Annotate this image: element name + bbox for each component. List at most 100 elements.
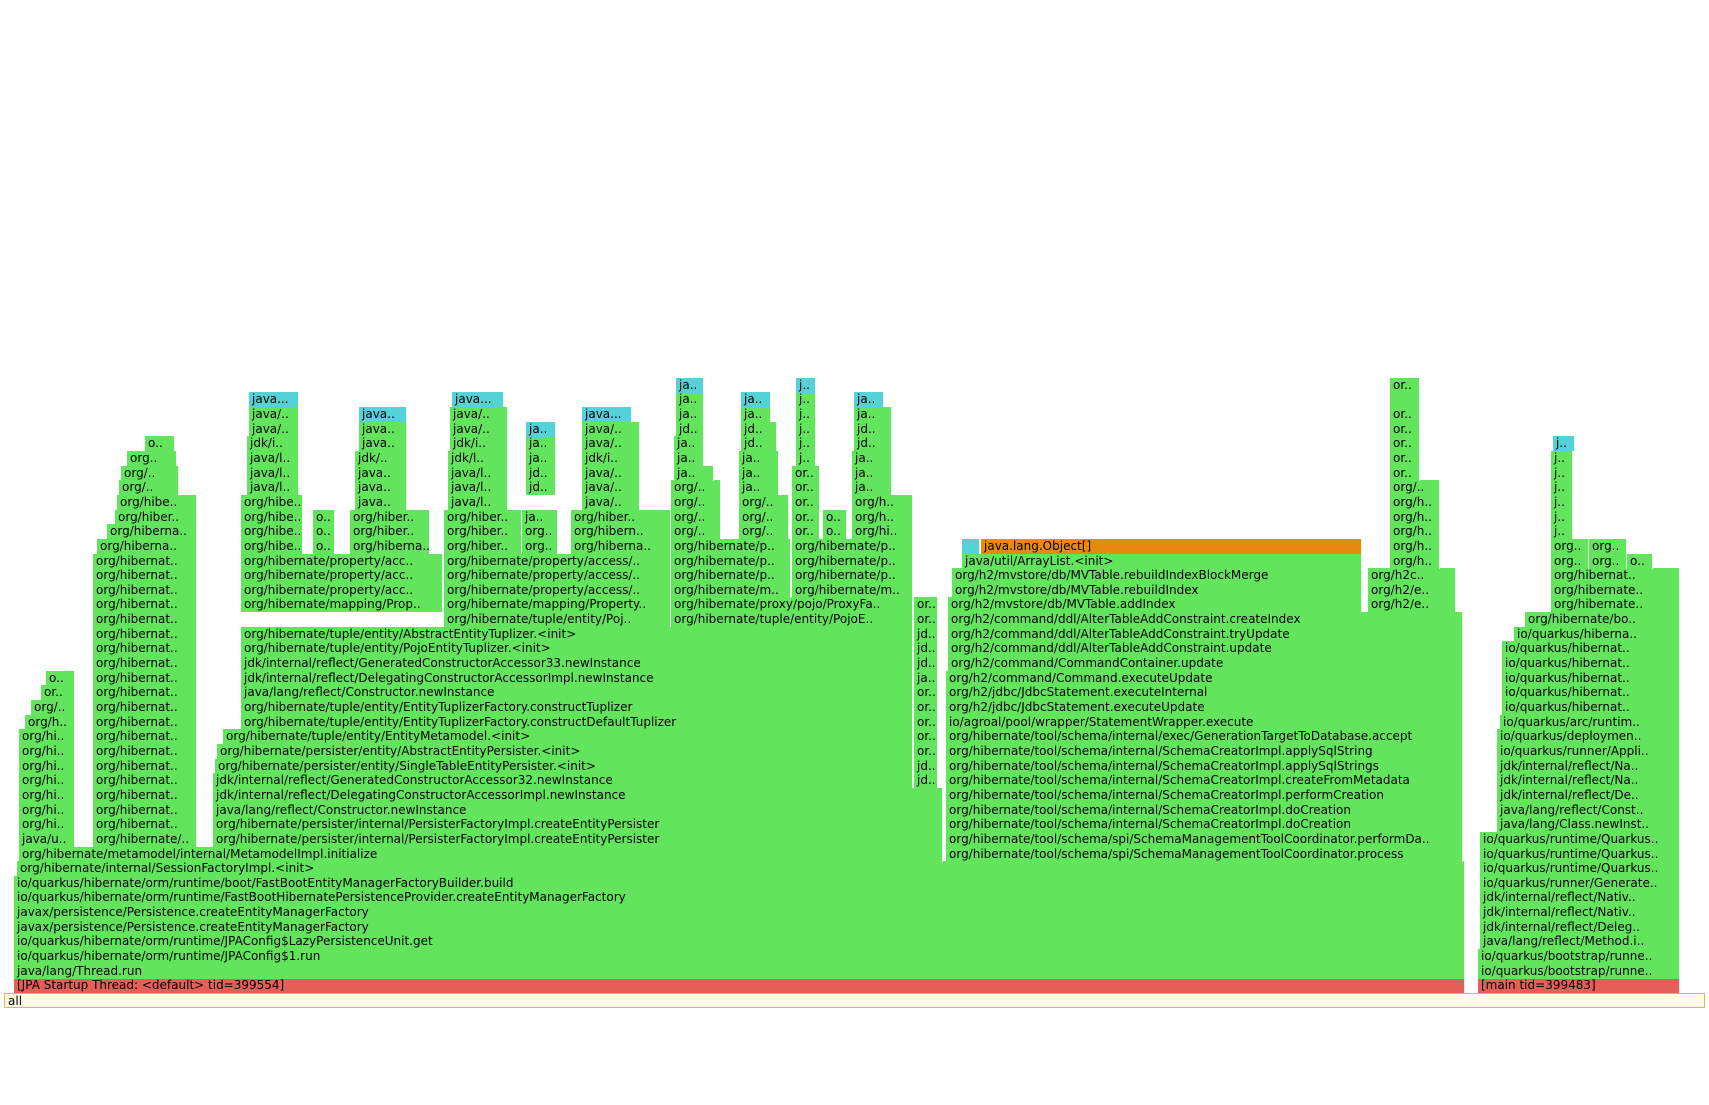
flame-frame[interactable]: org/hibernate/m.. bbox=[792, 582, 913, 598]
flame-frame[interactable]: jdk/internal/reflect/DelegatingConstruct… bbox=[213, 787, 943, 803]
flame-frame[interactable]: ja.. bbox=[674, 450, 704, 466]
flame-frame[interactable]: or.. bbox=[41, 685, 75, 701]
flame-frame[interactable]: org/hiber.. bbox=[444, 538, 522, 554]
flame-frame[interactable]: org/.. bbox=[671, 494, 721, 510]
flame-frame[interactable]: io/quarkus/runner/Appli.. bbox=[1497, 743, 1680, 759]
flame-frame[interactable]: java/lang/Class.newInst.. bbox=[1497, 817, 1680, 833]
flame-frame[interactable]: o.. bbox=[313, 509, 335, 525]
flame-frame[interactable]: org/hibernat.. bbox=[1551, 568, 1680, 584]
flame-frame[interactable]: io/quarkus/bootstrap/runne.. bbox=[1478, 963, 1680, 979]
flame-frame[interactable]: or.. bbox=[914, 743, 938, 759]
flame-frame[interactable]: org/h2/mvstore/db/MVTable.addIndex bbox=[948, 597, 1362, 613]
flame-frame[interactable]: org/.. bbox=[1390, 480, 1440, 496]
flame-frame[interactable]: org/hibernate/proxy/pojo/ProxyFa.. bbox=[671, 597, 913, 613]
flame-frame[interactable]: java/.. bbox=[249, 407, 299, 422]
flame-frame[interactable]: org/hibernate/tuple/entity/PojoEntityTup… bbox=[241, 641, 913, 657]
flame-frame[interactable]: org/hibernat.. bbox=[93, 553, 197, 569]
flame-frame[interactable]: org/hibernate/tuple/entity/AbstractEntit… bbox=[241, 626, 913, 642]
flame-frame[interactable]: org/hibernate/tuple/entity/EntityTuplize… bbox=[241, 714, 913, 730]
flame-frame[interactable]: jd.. bbox=[854, 436, 892, 452]
flame-frame[interactable]: org/hi.. bbox=[19, 758, 75, 774]
flame-frame[interactable]: org/hibe.. bbox=[117, 494, 197, 510]
flame-frame[interactable]: jd.. bbox=[741, 421, 777, 437]
flame-frame[interactable]: org/hiber.. bbox=[444, 509, 522, 525]
flame-frame[interactable]: jd.. bbox=[914, 656, 938, 672]
flame-frame[interactable]: org/hibernate/p.. bbox=[792, 538, 913, 554]
flame-frame[interactable]: jd.. bbox=[741, 436, 777, 452]
flame-frame[interactable]: org/hibernate/tool/schema/internal/Schem… bbox=[946, 743, 1463, 759]
flame-frame[interactable]: org/hibe.. bbox=[241, 509, 303, 525]
flame-frame[interactable]: j.. bbox=[1551, 509, 1573, 525]
flame-frame[interactable]: jdk/internal/reflect/Nativ.. bbox=[1480, 890, 1680, 906]
flame-frame[interactable]: io/quarkus/hibernate/orm/runtime/JPAConf… bbox=[14, 934, 1465, 950]
flame-frame[interactable]: [main tid=399483] bbox=[1478, 978, 1680, 994]
flame-frame[interactable]: j.. bbox=[796, 407, 816, 422]
flame-frame[interactable]: io/quarkus/hibernat.. bbox=[1502, 670, 1680, 686]
flame-frame[interactable]: or.. bbox=[792, 524, 820, 540]
flame-frame[interactable]: jd.. bbox=[526, 480, 556, 496]
flame-frame[interactable]: java/.. bbox=[450, 421, 508, 437]
flame-frame[interactable]: org/hibernate.. bbox=[1551, 597, 1680, 613]
flame-frame[interactable]: or.. bbox=[1390, 450, 1420, 466]
flame-frame[interactable]: io/agroal/pool/wrapper/StatementWrapper.… bbox=[946, 714, 1463, 730]
flame-frame[interactable]: ja.. bbox=[852, 450, 892, 466]
flame-frame[interactable]: org/h.. bbox=[1390, 553, 1440, 569]
flame-frame[interactable]: ja.. bbox=[676, 392, 704, 408]
flame-frame[interactable]: org/hibernat.. bbox=[93, 802, 197, 818]
flame-frame[interactable]: org/hibernat.. bbox=[93, 758, 197, 774]
flame-frame[interactable]: [JPA Startup Thread: <default> tid=39955… bbox=[14, 978, 1465, 994]
flame-frame[interactable]: org/hibernate/property/acc.. bbox=[241, 582, 443, 598]
flame-frame[interactable]: java/u.. bbox=[19, 831, 75, 847]
flame-frame[interactable]: org/hibernate/tool/schema/spi/SchemaMana… bbox=[946, 846, 1463, 862]
flame-frame[interactable]: j.. bbox=[796, 392, 816, 408]
flame-frame[interactable]: java/.. bbox=[582, 436, 640, 452]
flame-frame[interactable]: j.. bbox=[796, 450, 816, 466]
flame-frame[interactable]: j.. bbox=[1551, 480, 1573, 496]
flame-frame[interactable]: org/hiber.. bbox=[571, 509, 671, 525]
flame-frame[interactable]: java/lang/Thread.run bbox=[14, 963, 1465, 979]
flame-frame[interactable]: org/hi.. bbox=[19, 773, 75, 789]
flame-frame[interactable]: java/lang/reflect/Constructor.newInstanc… bbox=[213, 802, 943, 818]
flame-frame[interactable]: or.. bbox=[1390, 407, 1420, 422]
flame-frame[interactable]: org/hibernate.. bbox=[1551, 582, 1680, 598]
flame-frame[interactable]: java/l.. bbox=[247, 480, 299, 496]
flame-frame[interactable]: org/h2c.. bbox=[1368, 568, 1456, 584]
flame-frame[interactable]: org/hibernate/property/acc.. bbox=[241, 568, 443, 584]
flame-frame[interactable]: io/quarkus/deploymen.. bbox=[1497, 729, 1680, 745]
flame-frame[interactable]: or.. bbox=[1390, 421, 1420, 437]
flame-frame[interactable]: org.. bbox=[522, 524, 558, 540]
flame-frame[interactable]: java.. bbox=[359, 407, 407, 422]
flame-frame[interactable]: org/hibernate/tool/schema/spi/SchemaMana… bbox=[946, 831, 1463, 847]
flame-frame[interactable]: ja.. bbox=[739, 465, 779, 481]
flame-frame[interactable]: org/hibernate/tuple/entity/Poj.. bbox=[444, 612, 671, 628]
flame-frame[interactable]: java/l.. bbox=[247, 465, 299, 481]
flame-frame[interactable]: org/hibernate/persister/internal/Persist… bbox=[213, 817, 943, 833]
flame-frame[interactable]: org/.. bbox=[739, 494, 789, 510]
flame-frame[interactable]: org/h2/command/ddl/AlterTableAddConstrai… bbox=[948, 626, 1463, 642]
flame-frame[interactable]: org/hiberna.. bbox=[350, 538, 430, 554]
flame-frame[interactable]: j.. bbox=[1551, 494, 1573, 510]
flame-frame[interactable]: org/hi.. bbox=[19, 729, 75, 745]
flame-frame[interactable]: org/hi.. bbox=[19, 802, 75, 818]
flame-frame[interactable]: org/hiberna.. bbox=[97, 538, 197, 554]
flame-frame[interactable]: java/util/ArrayList.<init> bbox=[962, 553, 1362, 569]
flame-frame[interactable]: org/h.. bbox=[852, 494, 913, 510]
flame-frame[interactable]: org/hibernate/tool/schema/internal/exec/… bbox=[946, 729, 1463, 745]
flame-frame[interactable]: jdk/internal/reflect/Nativ.. bbox=[1480, 905, 1680, 921]
flame-frame[interactable]: io/quarkus/runtime/Quarkus.. bbox=[1480, 861, 1680, 877]
flame-frame[interactable]: java... bbox=[452, 392, 504, 408]
flame-frame[interactable]: jdk/internal/reflect/Na.. bbox=[1497, 773, 1680, 789]
flame-frame[interactable]: org/hibernate/persister/entity/AbstractE… bbox=[217, 743, 913, 759]
flame-frame[interactable]: org/hibernate/tuple/entity/EntityMetamod… bbox=[223, 729, 913, 745]
flame-frame[interactable]: org/hibernate/p.. bbox=[792, 553, 913, 569]
flame-frame[interactable]: org/h2/command/CommandContainer.update bbox=[948, 656, 1463, 672]
flame-frame[interactable]: org/hibern.. bbox=[571, 524, 671, 540]
flame-frame[interactable]: org/hibernat.. bbox=[93, 787, 197, 803]
flame-frame[interactable]: org/.. bbox=[739, 509, 789, 525]
flame-frame[interactable]: jd.. bbox=[914, 773, 938, 789]
flame-frame[interactable]: org/hibernate/persister/entity/SingleTab… bbox=[215, 758, 913, 774]
flame-frame[interactable]: ja.. bbox=[739, 480, 779, 496]
flame-frame[interactable]: java/l.. bbox=[448, 480, 508, 496]
flame-frame[interactable]: org/hibernat.. bbox=[93, 773, 197, 789]
flame-frame[interactable]: org/hibernate/tuple/entity/PojoE.. bbox=[671, 612, 913, 628]
